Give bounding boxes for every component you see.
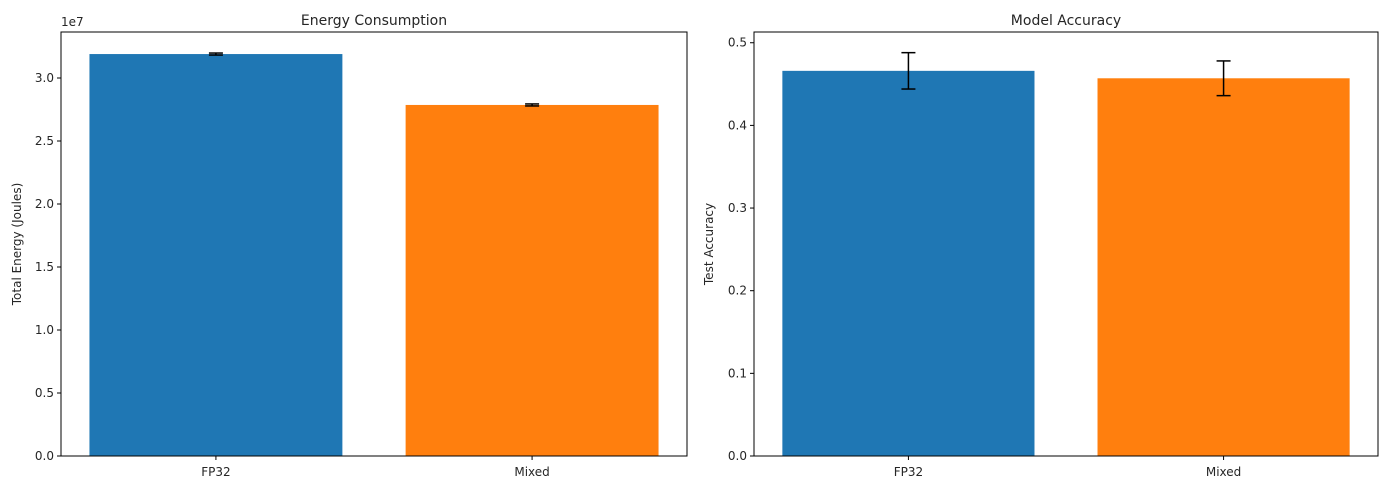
error-bar — [901, 51, 916, 90]
y-axis-ticks: 0.0 0.1 0.2 0.3 0.4 0.5 — [728, 36, 754, 463]
y-axis-ticks: 0.0 0.5 1.0 1.5 2.0 2.5 3.0 — [35, 71, 61, 463]
y-tick-label: 2.5 — [35, 134, 54, 148]
x-tick-label: Mixed — [514, 465, 549, 479]
bars — [782, 51, 1350, 456]
y-tick-label: 0.2 — [728, 284, 747, 298]
chart-title: Model Accuracy — [1011, 13, 1121, 29]
x-tick-label: FP32 — [894, 465, 923, 479]
error-bar — [1216, 60, 1231, 97]
error-bar — [525, 103, 540, 107]
y-axis-label: Test Accuracy — [702, 203, 716, 286]
y-tick-label: 0.4 — [728, 118, 747, 132]
bar-fp32 — [89, 54, 343, 456]
y-tick-label: 0.5 — [728, 36, 747, 50]
x-tick-label: FP32 — [201, 465, 230, 479]
y-tick-label: 0.1 — [728, 366, 747, 380]
y-tick-label: 0.5 — [35, 386, 54, 400]
y-tick-label: 0.3 — [728, 201, 747, 215]
y-tick-label: 1.5 — [35, 260, 54, 274]
x-tick-label: Mixed — [1206, 465, 1241, 479]
axes-frame — [60, 31, 688, 457]
bar-fp32 — [782, 70, 1035, 456]
model-accuracy-chart: Model Accuracy 0.0 0.1 0.2 0.3 0.4 0.5 FP32 Mi… — [702, 13, 1379, 479]
chart-title: Energy Consumption — [301, 13, 447, 29]
y-offset-label: 1e7 — [61, 15, 84, 29]
y-tick-label: 0.0 — [35, 449, 54, 463]
y-tick-label: 3.0 — [35, 71, 54, 85]
bar-mixed — [405, 104, 659, 456]
x-axis-ticks: FP32 Mixed — [894, 456, 1241, 479]
energy-consumption-chart: Energy Consumption 1e7 0.0 0.5 1.0 1.5 2.0 2.… — [10, 13, 688, 479]
y-axis-label: Total Energy (Joules) — [10, 183, 24, 306]
y-tick-label: 2.0 — [35, 197, 54, 211]
y-tick-label: 1.0 — [35, 323, 54, 337]
y-tick-label: 0.0 — [728, 449, 747, 463]
bar-mixed — [1097, 78, 1350, 456]
x-axis-ticks: FP32 Mixed — [201, 456, 550, 479]
error-bar — [208, 52, 223, 56]
axes-frame — [753, 31, 1379, 457]
bars — [89, 52, 659, 456]
